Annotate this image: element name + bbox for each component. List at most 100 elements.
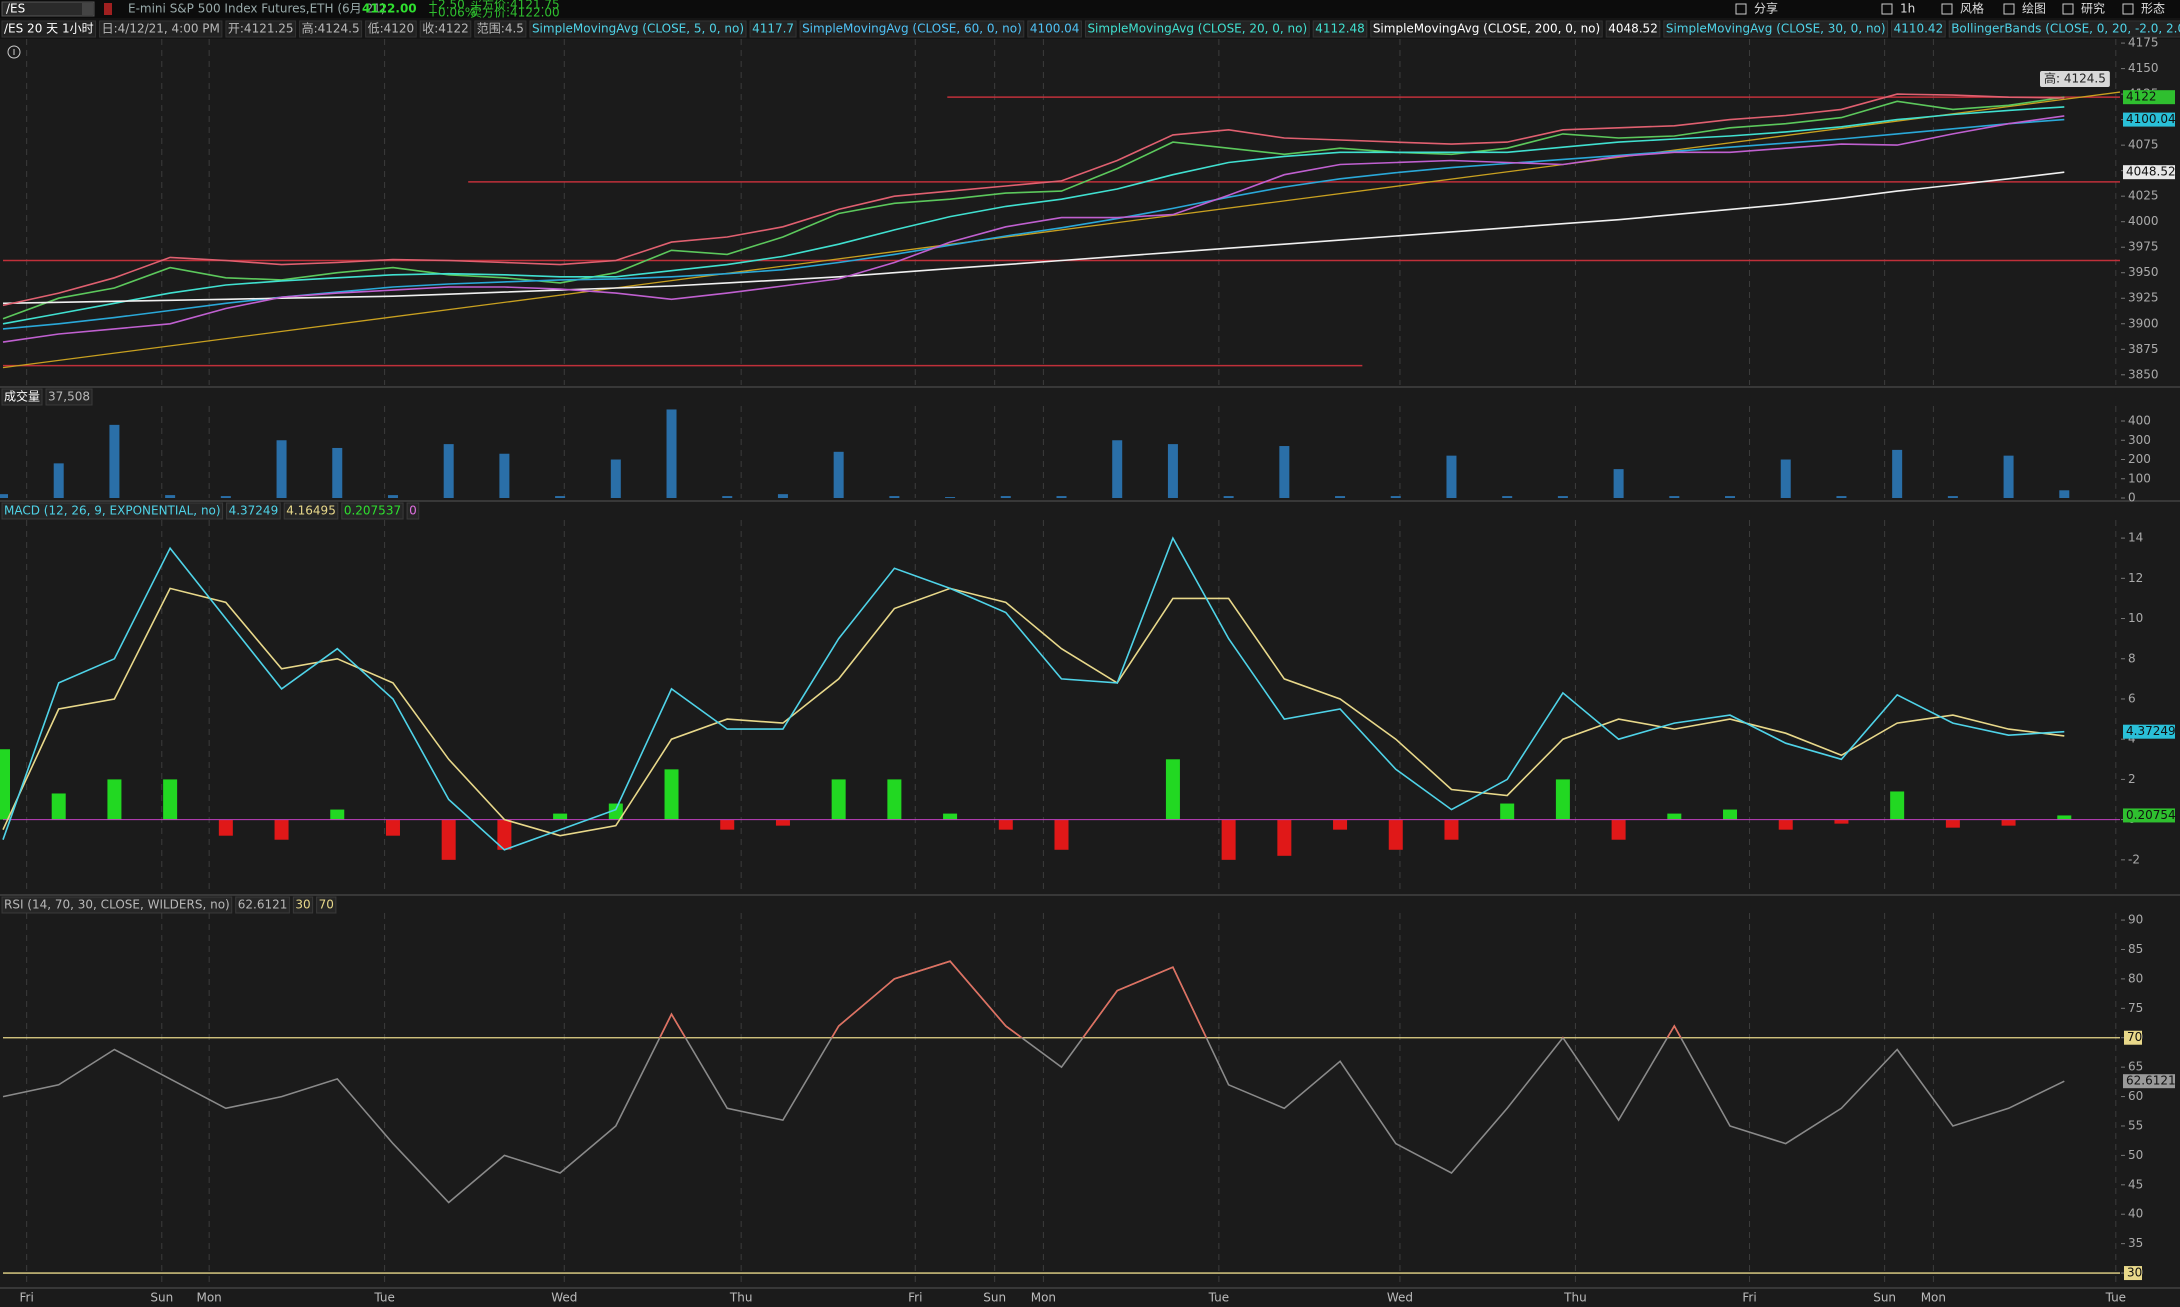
y-tick-label: 4000 bbox=[2128, 214, 2159, 228]
study-chip bbox=[235, 896, 290, 914]
level-box bbox=[2124, 1266, 2142, 1281]
study-label: 0.207537 bbox=[344, 504, 401, 518]
y-tick-label: 4175 bbox=[2128, 36, 2159, 50]
toolbar-button[interactable]: 风格 bbox=[1960, 1, 1984, 16]
volume-bar bbox=[443, 444, 454, 498]
y-tick-label: 6 bbox=[2128, 691, 2136, 705]
y-tick-label: 3950 bbox=[2128, 265, 2159, 279]
y-tick-label: 4075 bbox=[2128, 138, 2159, 152]
y-tick-label: 200 bbox=[2128, 452, 2151, 466]
histogram-bar bbox=[1333, 819, 1348, 830]
volume-bar bbox=[1669, 496, 1680, 498]
symbol: /ES bbox=[6, 2, 25, 16]
toolbar-button[interactable]: 分享 bbox=[1754, 1, 1778, 16]
info-chip bbox=[749, 20, 797, 38]
y-tick-label: 55 bbox=[2128, 1118, 2143, 1132]
y-tick-label: 65 bbox=[2128, 1060, 2143, 1074]
volume-bar bbox=[555, 496, 566, 498]
series-line bbox=[2, 96, 2065, 320]
histogram-bar bbox=[330, 809, 345, 820]
series-line bbox=[2, 106, 2065, 325]
info-text: 4112.48 bbox=[1315, 22, 1365, 36]
toolbar-icon[interactable] bbox=[1881, 3, 1893, 15]
link-icon[interactable] bbox=[104, 3, 112, 15]
info-text: 4110.42 bbox=[1894, 22, 1944, 36]
y-tick-label: 4025 bbox=[2128, 189, 2159, 203]
x-tick-label: Fri bbox=[908, 1291, 922, 1305]
level-box bbox=[2124, 1030, 2142, 1045]
toolbar-icon[interactable] bbox=[1735, 3, 1747, 15]
volume-bar bbox=[833, 451, 844, 498]
info-text: 4048.52 bbox=[1608, 22, 1658, 36]
symbol-dropdown[interactable] bbox=[82, 3, 93, 15]
study-chip bbox=[1, 896, 233, 914]
info-chip bbox=[365, 20, 417, 38]
price-box bbox=[2123, 165, 2175, 180]
change: +2.50 bbox=[428, 0, 465, 12]
histogram-bar bbox=[1388, 819, 1403, 850]
y-tick-label: -2 bbox=[2128, 852, 2140, 866]
toolbar-button[interactable]: 绘图 bbox=[2022, 1, 2046, 16]
x-tick-label: Mon bbox=[1921, 1291, 1946, 1305]
histogram-bar bbox=[1444, 819, 1459, 840]
x-tick-label: Fri bbox=[1742, 1291, 1756, 1305]
info-chip bbox=[1084, 20, 1310, 38]
y-tick-label: 80 bbox=[2128, 971, 2143, 985]
histogram-bar bbox=[51, 793, 66, 820]
volume-bar bbox=[889, 496, 900, 498]
price-label: 62.6121 bbox=[2126, 1074, 2176, 1088]
symbol-input[interactable] bbox=[1, 1, 95, 17]
volume-bar bbox=[1557, 496, 1568, 498]
toolbar-icon[interactable] bbox=[2062, 3, 2074, 15]
y-tick-label: 0 bbox=[2128, 491, 2136, 505]
price-box bbox=[2123, 808, 2175, 823]
histogram-bar bbox=[1723, 809, 1738, 820]
study-chip bbox=[406, 502, 420, 520]
volume-bar bbox=[109, 424, 120, 498]
volume-bar bbox=[2059, 490, 2070, 498]
info-text: 高:4124.5 bbox=[302, 21, 360, 36]
toolbar-icon[interactable] bbox=[1941, 3, 1953, 15]
high-annotation: 高: 4124.5 bbox=[2044, 71, 2106, 86]
study-chip bbox=[226, 502, 281, 520]
info-text: 收:4122 bbox=[422, 22, 469, 36]
info-chip bbox=[1605, 20, 1661, 38]
series-line bbox=[2, 960, 2065, 1204]
study-label: 37,508 bbox=[48, 390, 90, 404]
histogram-bar bbox=[775, 819, 790, 826]
level-label: 70 bbox=[2127, 1030, 2142, 1044]
volume-bar bbox=[1446, 455, 1457, 498]
x-tick-label: Sun bbox=[150, 1291, 173, 1305]
toolbar-button[interactable]: 研究 bbox=[2081, 1, 2105, 16]
study-label: 0 bbox=[409, 504, 417, 518]
histogram-bar bbox=[608, 803, 623, 820]
volume-bar bbox=[387, 495, 398, 498]
info-chip bbox=[99, 20, 223, 38]
info-icon[interactable] bbox=[7, 45, 21, 59]
info-chip bbox=[529, 20, 747, 38]
series-line bbox=[2, 118, 2065, 330]
volume-bar bbox=[777, 494, 788, 498]
study-chip bbox=[292, 896, 314, 914]
trend-line bbox=[2, 91, 2121, 369]
info-text: 4100.04 bbox=[1030, 22, 1080, 36]
histogram-bar bbox=[1054, 819, 1069, 850]
toolbar-icon[interactable] bbox=[2003, 3, 2015, 15]
high-box bbox=[2040, 71, 2110, 87]
info-text: 范围:4.5 bbox=[477, 22, 524, 36]
toolbar-button[interactable]: 形态 bbox=[2141, 2, 2165, 16]
volume-bar bbox=[1112, 440, 1123, 498]
x-tick-label: Mon bbox=[1031, 1291, 1056, 1305]
histogram-bar bbox=[163, 779, 178, 820]
series-line bbox=[2, 587, 2065, 837]
toolbar-icon[interactable] bbox=[2122, 3, 2134, 15]
histogram-bar bbox=[2057, 815, 2072, 820]
histogram-bar bbox=[1667, 813, 1682, 820]
toolbar-button[interactable]: 1h bbox=[1900, 2, 1915, 16]
histogram-bar bbox=[1500, 803, 1515, 820]
y-tick-label: 400 bbox=[2128, 414, 2151, 428]
histogram-bar bbox=[1834, 819, 1849, 824]
volume-bar bbox=[610, 459, 621, 498]
info-chip bbox=[1663, 20, 1889, 38]
